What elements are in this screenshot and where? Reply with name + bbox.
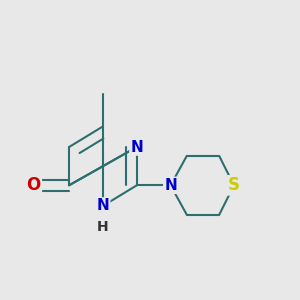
Text: S: S bbox=[228, 176, 240, 194]
Text: H: H bbox=[97, 220, 109, 234]
Text: N: N bbox=[164, 178, 177, 193]
Text: N: N bbox=[130, 140, 143, 154]
Text: O: O bbox=[27, 176, 41, 194]
Text: N: N bbox=[97, 198, 109, 213]
